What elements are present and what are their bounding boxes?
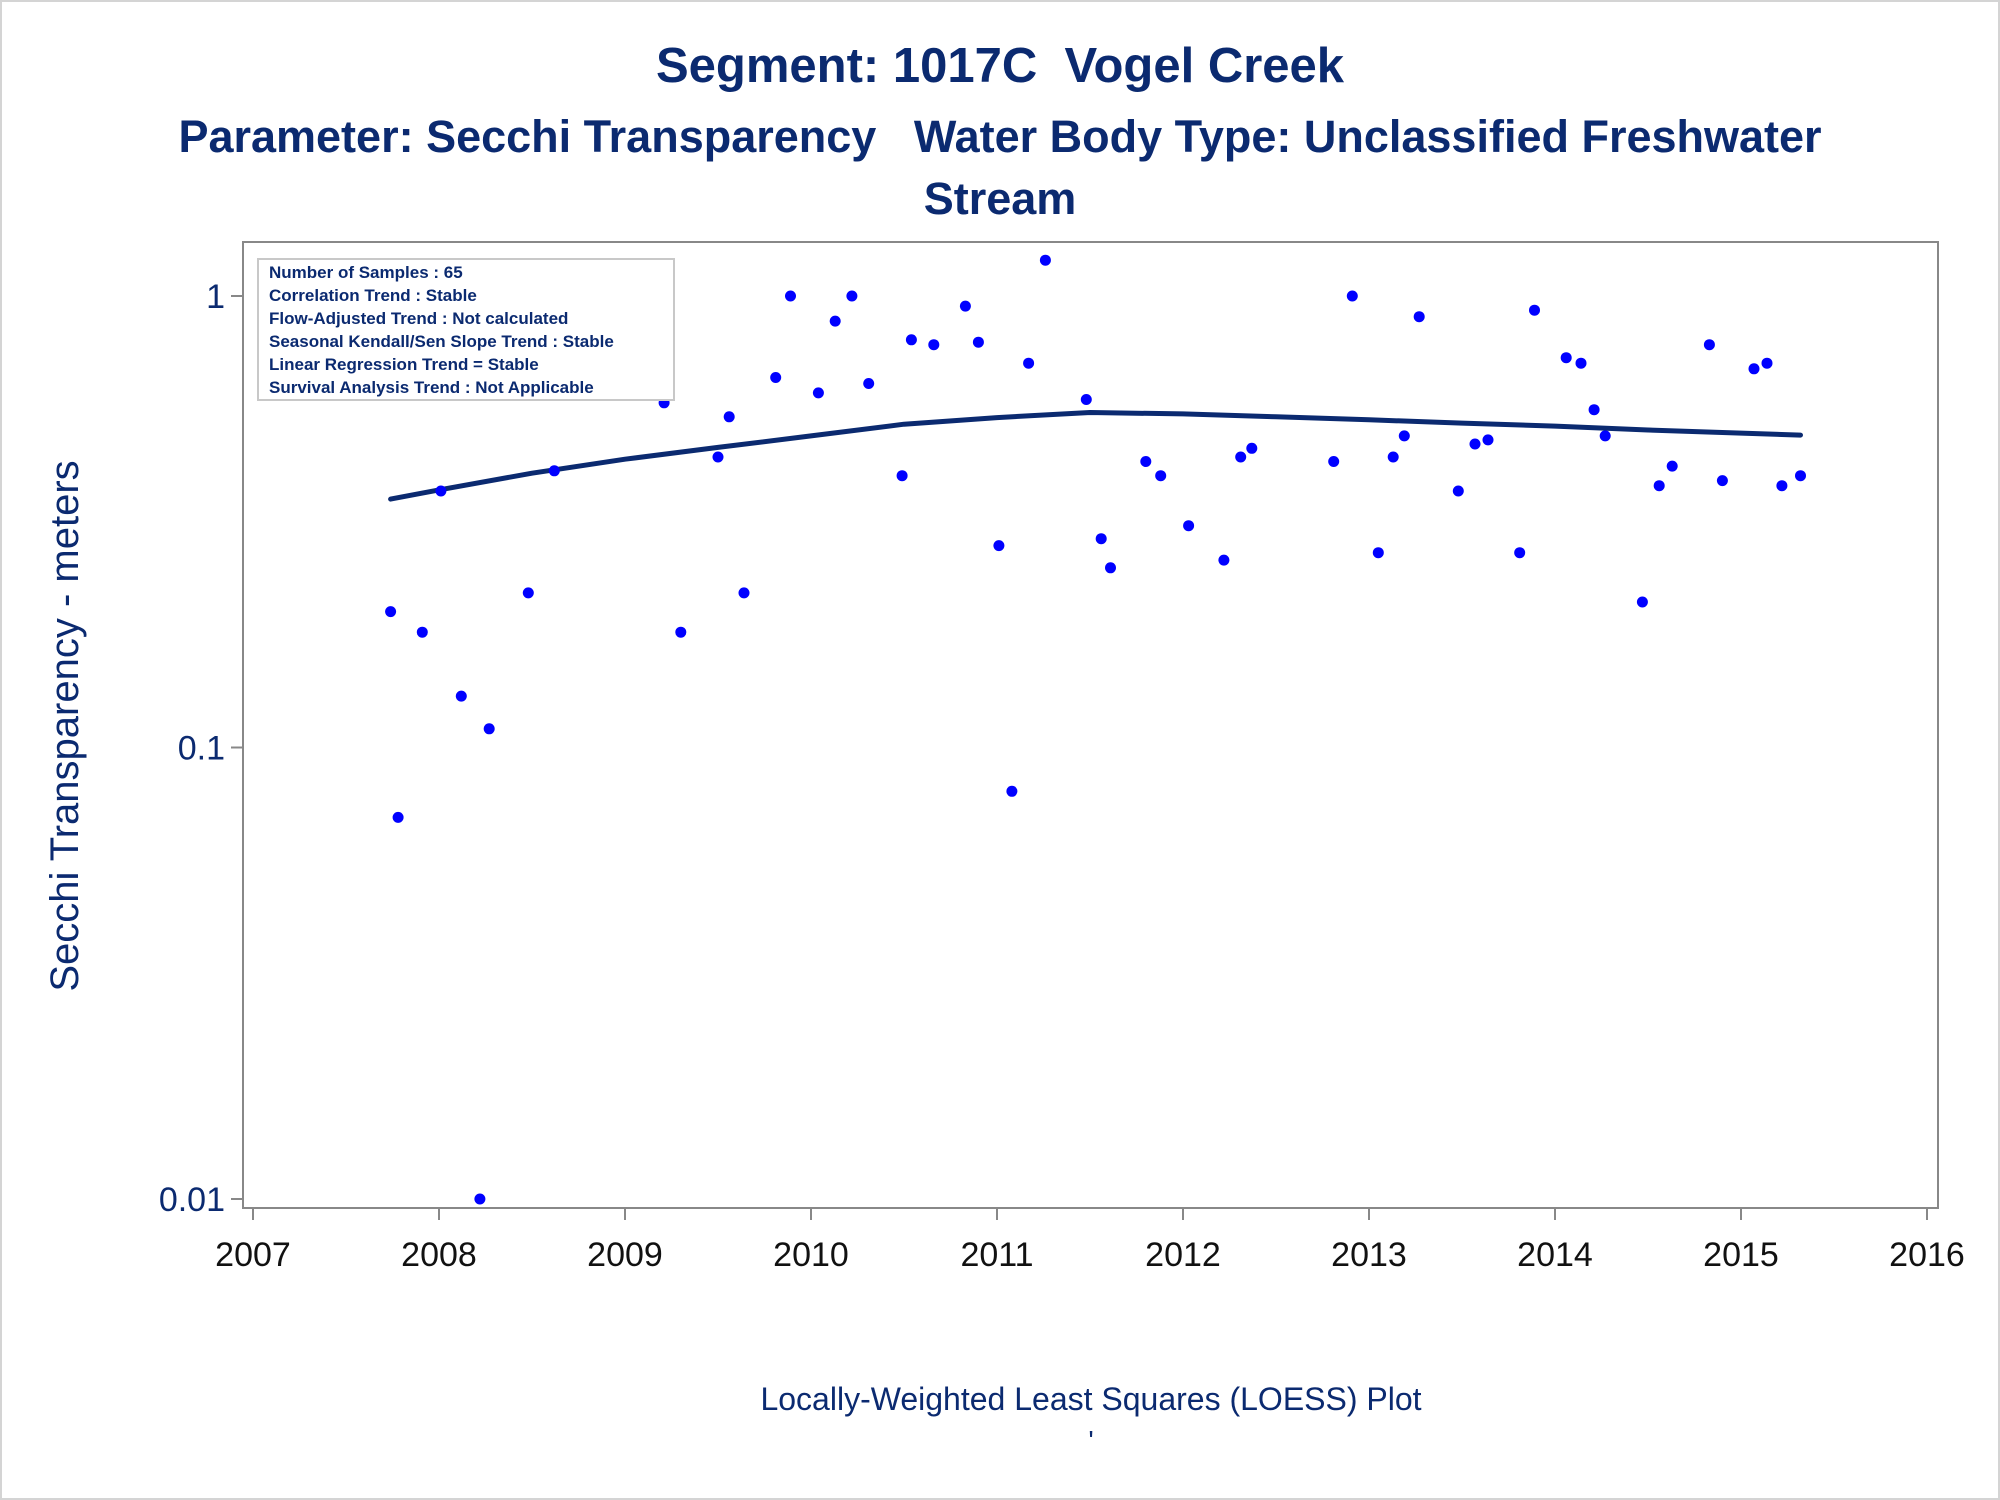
footer-mark: '	[1088, 1425, 1094, 1456]
y-tick-label: 0.1	[178, 730, 225, 768]
data-point	[1080, 394, 1092, 405]
data-point	[1105, 562, 1116, 574]
data-point	[1218, 554, 1230, 566]
data-point	[392, 811, 404, 823]
data-point	[1599, 430, 1611, 442]
data-point	[522, 587, 534, 599]
data-point	[1387, 451, 1399, 463]
data-point	[474, 1193, 486, 1205]
data-point	[1023, 357, 1035, 369]
data-point	[1328, 456, 1340, 467]
x-tick-label: 2009	[587, 1236, 663, 1274]
data-point	[1095, 533, 1107, 545]
x-tick-label: 2007	[215, 1236, 291, 1274]
data-point	[1588, 404, 1600, 416]
data-point	[1452, 485, 1464, 497]
chart-title: Segment: 1017C Vogel Creek	[655, 39, 1345, 93]
data-point	[712, 451, 724, 463]
chart-subtitle: Parameter: Secchi Transparency Water Bod…	[178, 111, 1835, 224]
data-point	[812, 387, 824, 399]
data-point	[416, 626, 428, 638]
data-point	[1514, 547, 1526, 559]
legend-line-correlation: Correlation Trend : Stable	[269, 286, 477, 305]
y-axis: 1 0.1 0.01	[159, 278, 243, 1219]
legend-line-linear: Linear Regression Trend = Stable	[269, 355, 539, 374]
x-tick-label: 2011	[960, 1236, 1033, 1274]
legend-line-samples: Number of Samples : 65	[269, 263, 463, 282]
data-point	[385, 606, 397, 618]
x-axis: 2007 2008 2009 2010 2011 2012 2013 2014 2015 2016	[215, 1208, 1965, 1274]
data-point	[1469, 438, 1481, 450]
data-point	[1529, 304, 1540, 316]
data-point	[1346, 290, 1358, 302]
x-tick-label: 2008	[401, 1236, 477, 1274]
x-tick-label: 2014	[1517, 1236, 1593, 1274]
data-point	[1560, 352, 1572, 364]
data-point	[1183, 520, 1195, 532]
data-point	[455, 690, 467, 702]
data-point	[1140, 456, 1152, 467]
loess-line-group	[388, 410, 1803, 502]
data-point	[1482, 434, 1494, 446]
legend-border	[257, 258, 675, 401]
y-tick-label: 0.01	[159, 1181, 225, 1219]
data-point	[785, 290, 796, 302]
data-point	[1006, 785, 1018, 797]
y-tick-label: 1	[206, 278, 225, 316]
data-point	[863, 378, 875, 389]
footer-caption: Locally-Weighted Least Squares (LOESS) P…	[760, 1381, 1422, 1417]
data-point	[829, 315, 841, 327]
data-point	[1761, 357, 1773, 369]
data-point	[1398, 430, 1410, 442]
x-tick-label: 2013	[1331, 1236, 1407, 1274]
data-point	[959, 300, 971, 312]
data-point	[1795, 470, 1806, 482]
data-point	[896, 470, 908, 482]
data-point	[1776, 480, 1788, 492]
legend-line-seasonal: Seasonal Kendall/Sen Slope Trend : Stabl…	[269, 332, 614, 351]
data-point	[1372, 547, 1384, 559]
data-point	[1636, 596, 1648, 608]
data-point	[723, 411, 735, 423]
data-point	[1039, 254, 1051, 266]
data-point	[1235, 451, 1247, 463]
data-point	[1748, 363, 1760, 375]
data-point	[738, 587, 750, 599]
y-axis-label: Secchi Transparency - meters	[43, 460, 87, 991]
data-point	[928, 339, 940, 351]
data-point	[846, 290, 858, 302]
plot-area-border	[242, 241, 1939, 1209]
x-tick-label: 2010	[773, 1236, 849, 1274]
data-point	[1653, 480, 1665, 492]
data-point	[1716, 475, 1728, 487]
legend-line-survival: Survival Analysis Trend : Not Applicable	[269, 378, 594, 397]
x-tick-label: 2016	[1889, 1236, 1965, 1274]
data-point	[993, 540, 1005, 552]
trend-legend-box: Number of Samples : 65 Correlation Trend…	[257, 258, 675, 401]
x-tick-label: 2012	[1145, 1236, 1221, 1274]
data-point	[548, 465, 560, 477]
data-point	[435, 485, 447, 497]
data-point	[770, 372, 782, 383]
data-point	[1703, 339, 1715, 351]
data-point	[1413, 311, 1425, 323]
data-point	[1575, 357, 1587, 369]
data-point	[1155, 470, 1167, 482]
data-point	[675, 626, 687, 638]
loess-line	[388, 410, 1803, 502]
legend-line-flow: Flow-Adjusted Trend : Not calculated	[269, 309, 568, 328]
data-point	[905, 334, 917, 346]
data-point	[972, 336, 984, 348]
x-tick-label: 2015	[1703, 1236, 1779, 1274]
data-point	[1666, 460, 1678, 472]
data-point	[483, 723, 495, 735]
data-point	[1246, 442, 1258, 454]
